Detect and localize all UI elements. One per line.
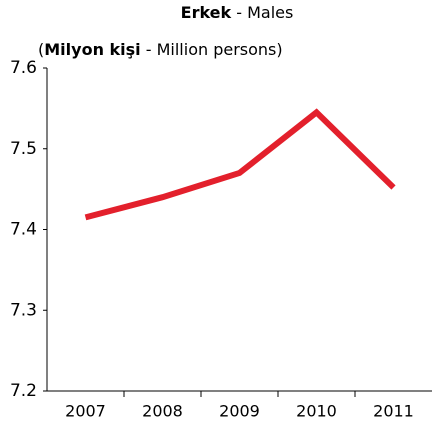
line-series xyxy=(84,108,396,221)
y-tick-label: 7.6 xyxy=(10,58,37,78)
x-tick-label: 2008 xyxy=(142,402,183,421)
x-tick-label: 2007 xyxy=(65,402,106,421)
subtitle-rest: - Million persons) xyxy=(141,40,283,59)
title-bold: Erkek xyxy=(181,3,232,22)
y-tick-label: 7.2 xyxy=(10,381,37,401)
y-tick-label: 7.3 xyxy=(10,300,37,320)
subtitle-open: ( xyxy=(38,40,44,59)
x-tick-label: 2009 xyxy=(219,402,260,421)
y-tick-label: 7.4 xyxy=(10,220,37,240)
x-tick-label: 2010 xyxy=(296,402,337,421)
y-tick-label: 7.5 xyxy=(10,139,37,159)
title-rest: - Males xyxy=(231,3,293,22)
x-tick-label: 2011 xyxy=(373,402,414,421)
chart-title: Erkek - Males xyxy=(181,3,294,22)
chart-subtitle: (Milyon kişi - Million persons) xyxy=(38,40,283,59)
subtitle-bold: Milyon kişi xyxy=(44,40,140,59)
